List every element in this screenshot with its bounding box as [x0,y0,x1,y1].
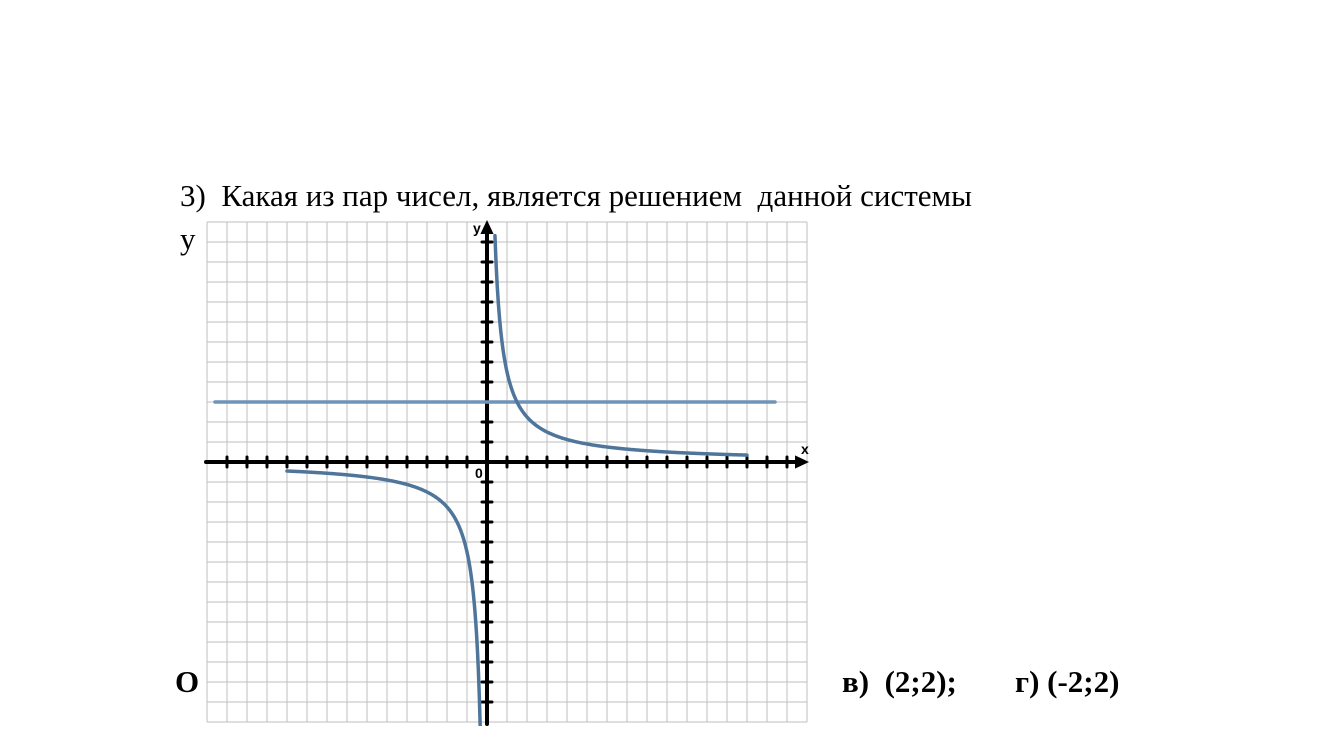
answer-option-d: г) (-2;2) [1015,664,1119,700]
svg-text:y: y [473,220,481,236]
svg-text:0: 0 [475,465,483,481]
coordinate-chart: y x 0 [200,218,814,726]
svg-text:x: x [801,441,809,457]
chart-svg: y x 0 [200,218,814,726]
question-text-line1: 3) Какая из пар чисел, является решением… [180,178,972,214]
answers-truncated-prefix: О [175,664,199,700]
question-text-line2: у [180,221,196,257]
answer-option-c: в) (2;2); [842,664,957,700]
